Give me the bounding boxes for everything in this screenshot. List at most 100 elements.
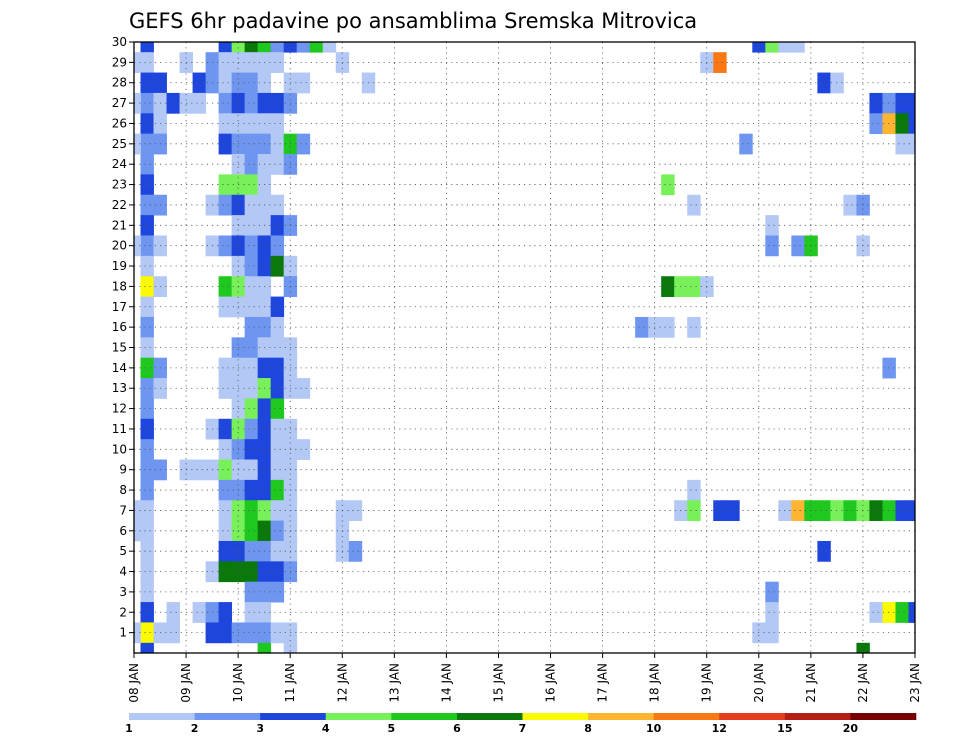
legend-label: 6 <box>453 722 461 735</box>
y-tick-label: 10 <box>112 442 127 456</box>
y-tick-label: 1 <box>119 626 127 640</box>
heatmap-cell <box>218 602 233 623</box>
heatmap-cell <box>869 500 883 522</box>
heatmap-cell <box>140 113 154 135</box>
heatmap-cell <box>713 500 727 522</box>
heatmap-cell <box>140 622 154 644</box>
heatmap-cell <box>244 174 259 196</box>
x-tick-label: 23 JAN <box>908 663 922 703</box>
heatmap-cell <box>687 316 701 338</box>
heatmap-cell <box>218 296 233 318</box>
color-legend: 1 2 3 4 5 6 7 8 10 12 15 20 <box>125 713 917 735</box>
heatmap-cell <box>244 154 259 175</box>
heatmap-cell <box>134 235 141 257</box>
y-tick-label: 12 <box>112 402 127 416</box>
heatmap-cell <box>244 500 259 522</box>
x-tick-label: 13 JAN <box>387 663 401 703</box>
y-tick-label: 2 <box>119 605 127 619</box>
y-tick-label: 7 <box>119 503 127 517</box>
heatmap-cell <box>661 174 675 196</box>
heatmap-cell <box>309 42 324 53</box>
y-tick-label: 14 <box>112 361 127 375</box>
heatmap-cell <box>765 581 779 603</box>
y-tick-label: 8 <box>119 483 127 497</box>
heatmap-cell <box>218 439 233 460</box>
heatmap-cell <box>661 276 675 297</box>
heatmap-cell <box>244 418 259 440</box>
y-tick-label: 19 <box>112 259 127 273</box>
heatmap-cell <box>270 479 285 501</box>
legend-label: 5 <box>388 722 396 735</box>
legend-swatch <box>653 713 720 720</box>
x-tick-label: 09 JAN <box>179 663 193 703</box>
heatmap-cell <box>140 276 154 297</box>
heatmap-cell <box>348 540 363 562</box>
heatmap-cell <box>843 194 857 216</box>
legend-swatch <box>194 713 261 720</box>
y-tick-label: 28 <box>112 76 127 90</box>
heatmap-cell <box>895 500 909 522</box>
y-tick-label: 20 <box>112 239 127 253</box>
heatmap-cell <box>166 92 180 114</box>
y-tick-label: 27 <box>112 96 127 110</box>
heatmap-cell <box>244 235 259 257</box>
y-tick-label: 22 <box>112 198 127 212</box>
legend-label: 3 <box>256 722 264 735</box>
heatmap-cell <box>270 520 285 542</box>
legend-label: 2 <box>191 722 199 735</box>
legend-swatch <box>784 713 851 720</box>
heatmap-cell <box>134 520 141 542</box>
heatmap-cell <box>270 113 285 135</box>
heatmap-cell <box>140 174 154 196</box>
heatmap-cell <box>166 602 180 623</box>
heatmap-cell <box>270 459 285 481</box>
heatmap-cell <box>270 398 285 420</box>
y-tick-label: 4 <box>119 565 127 579</box>
heatmap-cell <box>218 174 233 196</box>
y-axis-ticks: 1234567891011121314151617181920212223242… <box>112 35 134 640</box>
heatmap-cell <box>270 235 285 257</box>
heatmap-cell <box>296 133 311 155</box>
y-tick-label: 6 <box>119 524 127 538</box>
x-tick-label: 16 JAN <box>544 663 558 703</box>
heatmap-cell <box>218 540 233 562</box>
heatmap-cell <box>192 92 206 114</box>
heatmap-cell <box>283 642 298 654</box>
heatmap-cell <box>270 154 285 175</box>
heatmap-cell <box>322 42 337 53</box>
legend-swatch <box>522 713 589 720</box>
heatmap-cell <box>244 255 259 277</box>
heatmap-cell <box>134 622 141 644</box>
heatmap-cell <box>140 357 154 379</box>
heatmap-cell <box>140 255 154 277</box>
heatmap-cell <box>140 316 154 338</box>
heatmap-cell <box>218 357 233 379</box>
heatmap-cell <box>908 500 916 522</box>
heatmap-cell <box>218 622 233 644</box>
heatmap-cell <box>739 133 753 155</box>
heatmap-cell <box>140 296 154 318</box>
legend-swatch <box>588 713 654 720</box>
y-tick-label: 29 <box>112 55 127 69</box>
heatmap-cell <box>244 622 259 644</box>
x-tick-label: 22 JAN <box>856 663 870 703</box>
heatmap-cell <box>270 540 285 562</box>
x-tick-label: 17 JAN <box>596 663 610 703</box>
heatmap-cell <box>244 540 259 562</box>
heatmap-cell <box>218 276 233 297</box>
legend-swatch <box>129 713 195 720</box>
heatmap-cell <box>140 133 154 155</box>
heatmap-cell <box>244 72 259 94</box>
heatmap-cell <box>192 459 206 481</box>
x-tick-label: 19 JAN <box>700 663 714 703</box>
heatmap-cell <box>869 602 883 623</box>
heatmap-cell <box>218 113 233 135</box>
heatmap-cell <box>140 479 154 501</box>
heatmap-cell <box>140 398 154 420</box>
y-tick-label: 23 <box>112 178 127 192</box>
heatmap-cell <box>257 42 272 53</box>
heatmap-cell <box>270 500 285 522</box>
y-tick-label: 15 <box>112 341 127 355</box>
heatmap-cell <box>218 520 233 542</box>
legend-swatch <box>260 713 327 720</box>
